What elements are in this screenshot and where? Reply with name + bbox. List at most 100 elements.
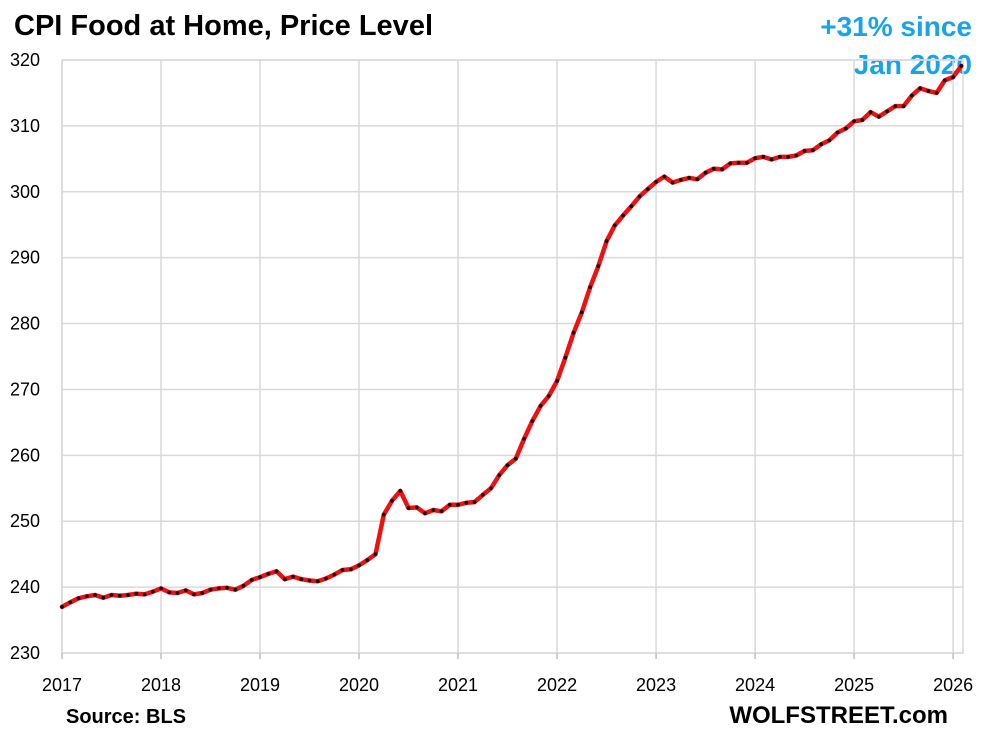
data-point — [431, 508, 436, 512]
data-point — [101, 595, 106, 600]
data-point — [324, 576, 328, 581]
data-point — [596, 264, 601, 269]
data-point — [414, 505, 419, 510]
data-point — [720, 167, 724, 172]
data-point — [109, 593, 114, 597]
data-point — [332, 572, 337, 577]
data-point — [736, 160, 741, 165]
gridlines — [61, 59, 964, 654]
data-point — [563, 355, 568, 360]
data-point — [522, 437, 526, 441]
data-point — [249, 578, 254, 582]
x-tick-label: 2022 — [537, 675, 577, 695]
data-point — [76, 596, 81, 601]
data-point — [761, 155, 766, 159]
y-tick-label: 290 — [10, 248, 40, 268]
data-point — [860, 118, 865, 122]
data-point — [843, 126, 848, 131]
data-point — [868, 110, 873, 114]
data-point — [711, 166, 716, 171]
data-point — [876, 114, 881, 119]
data-point — [942, 78, 947, 83]
data-point — [654, 180, 658, 184]
data-point — [456, 502, 460, 507]
data-point — [612, 223, 617, 228]
data-point — [175, 591, 180, 595]
data-point — [348, 567, 353, 572]
data-point — [142, 592, 147, 597]
y-tick-label: 310 — [10, 116, 40, 136]
data-point — [423, 511, 427, 516]
y-tick-label: 280 — [10, 314, 40, 334]
data-point — [274, 569, 279, 574]
x-tick-label: 2018 — [141, 675, 181, 695]
data-point — [662, 174, 667, 179]
data-point — [629, 204, 634, 209]
data-point — [340, 568, 345, 572]
data-point — [530, 419, 535, 423]
data-point — [934, 91, 939, 95]
x-tick-label: 2019 — [240, 675, 280, 695]
data-point — [571, 330, 576, 335]
y-tick-label: 300 — [10, 182, 40, 202]
x-axis-ticks: 2017 2018 2019 2020 2021 2022 2023 2024 2025 2026 — [42, 653, 973, 695]
data-point — [555, 379, 559, 383]
data-point — [497, 473, 502, 477]
data-point — [604, 239, 609, 244]
data-point — [885, 109, 889, 114]
data-point — [901, 104, 906, 108]
data-point — [398, 489, 403, 493]
data-point — [819, 142, 823, 147]
data-point — [687, 176, 691, 180]
data-point — [464, 500, 469, 505]
data-point — [579, 310, 584, 315]
data-point — [365, 558, 370, 562]
data-point — [695, 177, 700, 182]
data-point — [835, 130, 840, 135]
x-tick-label: 2017 — [42, 675, 82, 695]
data-point — [150, 589, 155, 594]
x-tick-label: 2025 — [834, 675, 874, 695]
data-point — [728, 161, 733, 166]
data-point — [588, 285, 592, 290]
data-point — [93, 593, 97, 597]
x-tick-label: 2023 — [636, 675, 676, 695]
data-point — [546, 394, 551, 398]
data-point — [200, 591, 205, 595]
data-point — [266, 572, 271, 576]
data-point — [645, 187, 650, 192]
data-point — [703, 170, 708, 175]
data-point — [670, 180, 675, 185]
data-point — [258, 575, 262, 580]
data-point — [291, 574, 295, 579]
data-point — [241, 583, 246, 588]
data-point — [893, 104, 898, 108]
x-tick-label: 2021 — [438, 675, 478, 695]
data-point — [233, 587, 238, 592]
data-point — [159, 586, 163, 591]
data-point — [225, 585, 229, 590]
data-point — [216, 586, 221, 591]
y-tick-label: 270 — [10, 379, 40, 399]
plot-frame — [61, 59, 964, 654]
series-layer — [59, 63, 964, 610]
data-point — [505, 463, 510, 468]
series-line — [59, 63, 964, 610]
data-point — [68, 600, 73, 605]
source-label: Source: BLS — [66, 706, 187, 728]
data-point — [852, 119, 856, 124]
data-point — [84, 594, 89, 599]
data-point — [744, 160, 749, 165]
annotation-line-1: +31% since — [820, 11, 972, 42]
data-point — [637, 194, 642, 199]
y-tick-label: 250 — [10, 511, 40, 531]
data-point — [827, 138, 832, 143]
y-tick-label: 230 — [10, 643, 40, 663]
y-tick-label: 240 — [10, 577, 40, 597]
data-point — [777, 155, 782, 159]
data-point — [472, 500, 477, 504]
data-point — [208, 587, 213, 592]
data-point — [480, 493, 485, 497]
data-point — [678, 178, 683, 182]
